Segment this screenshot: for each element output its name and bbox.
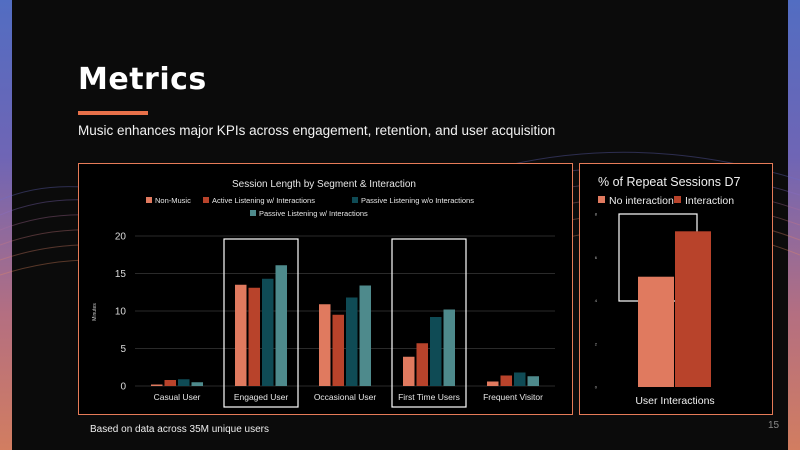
chart-legend: No interaction Interaction [598,195,734,207]
bar [430,317,442,386]
bar [248,287,260,386]
legend-label: Passive Listening w/ Interactions [259,209,368,218]
chart-gridlines [135,235,555,387]
right-gradient-edge [788,0,800,450]
y-tick-label: 6 [595,255,598,260]
y-tick-label: 2 [595,341,598,346]
bar [275,265,287,386]
y-tick-label: 15 [115,269,127,280]
x-axis-ticks: Casual User Engaged User Occasional User Fi… [154,392,543,402]
y-tick-label: 8 [595,212,598,217]
y-tick-label: 0 [595,385,598,390]
page-number: 15 [768,420,780,431]
bar-group [151,265,539,386]
y-tick-label: 4 [595,298,598,303]
legend-swatch [203,197,209,203]
legend-label: No interaction [609,195,674,207]
bar [178,379,190,386]
bar [416,343,428,386]
chart-title: Session Length by Segment & Interaction [232,179,416,190]
highlight-box [391,238,467,408]
y-axis-ticks: 0 2 4 6 8 [595,212,598,390]
chart-legend: Non-Music Active Listening w/ Interaction… [146,196,474,218]
y-tick-label: 0 [120,382,126,393]
legend-swatch [352,197,358,203]
bar [319,304,331,386]
y-tick-label: 5 [120,344,126,355]
y-tick-label: 10 [115,307,127,318]
bar-group [638,231,711,387]
x-tick-label: Casual User [154,392,201,402]
bar [403,356,415,386]
bar [487,381,499,386]
x-tick-label: Frequent Visitor [483,392,543,402]
legend-label: Interaction [685,195,734,207]
chart-title: % of Repeat Sessions D7 [598,175,740,189]
bar [191,382,203,386]
bar [514,372,526,386]
legend-swatch [598,196,605,203]
bar [262,278,274,386]
legend-label: Active Listening w/ Interactions [212,196,315,205]
bar [443,309,455,386]
bar [675,231,711,387]
y-axis-label: Minutes [92,303,98,321]
bar [500,375,512,386]
x-tick-label: Occasional User [314,392,377,402]
x-axis-label: User Interactions [635,395,714,407]
left-gradient-edge [0,0,12,450]
bar [638,276,674,387]
page-subtitle: Music enhances major KPIs across engagem… [78,123,556,138]
legend-swatch [250,210,256,216]
title-accent-bar [78,111,148,115]
highlight-boxes [223,238,467,408]
bar [151,384,163,386]
x-tick-label: First Time Users [398,392,460,402]
x-tick-label: Engaged User [234,392,289,402]
bar [164,380,176,386]
y-tick-label: 20 [115,232,127,243]
legend-label: Passive Listening w/o Interactions [361,196,474,205]
bar [359,285,371,386]
y-axis-ticks: 0 5 10 15 20 [115,232,127,393]
legend-swatch [674,196,681,203]
legend-label: Non-Music [155,196,191,205]
bar [332,314,344,386]
highlight-box [223,238,299,408]
footnote: Based on data across 35M unique users [90,424,269,435]
bar [527,376,539,386]
bar [235,284,247,386]
legend-swatch [146,197,152,203]
bar [346,297,358,386]
page-title: Metrics [78,62,207,97]
